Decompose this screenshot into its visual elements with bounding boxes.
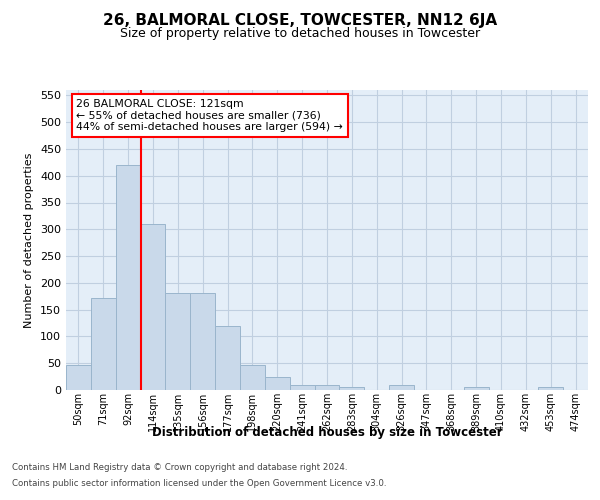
Text: Contains HM Land Registry data © Crown copyright and database right 2024.: Contains HM Land Registry data © Crown c… [12,464,347,472]
Bar [215,326,240,390]
Text: 26 BALMORAL CLOSE: 121sqm
← 55% of detached houses are smaller (736)
44% of semi: 26 BALMORAL CLOSE: 121sqm ← 55% of detac… [76,99,343,132]
Bar [116,165,140,390]
Bar [314,384,340,390]
Text: Size of property relative to detached houses in Towcester: Size of property relative to detached ho… [120,28,480,40]
Bar [190,293,215,390]
Bar [166,293,190,390]
Bar [389,384,414,390]
Text: Contains public sector information licensed under the Open Government Licence v3: Contains public sector information licen… [12,478,386,488]
Bar [340,388,364,390]
Bar [240,365,265,390]
Bar [265,376,290,390]
Bar [91,298,116,390]
Bar [66,365,91,390]
Bar [538,388,563,390]
Y-axis label: Number of detached properties: Number of detached properties [25,152,34,328]
Bar [290,384,314,390]
Text: Distribution of detached houses by size in Towcester: Distribution of detached houses by size … [152,426,502,439]
Text: 26, BALMORAL CLOSE, TOWCESTER, NN12 6JA: 26, BALMORAL CLOSE, TOWCESTER, NN12 6JA [103,12,497,28]
Bar [140,224,166,390]
Bar [464,388,488,390]
